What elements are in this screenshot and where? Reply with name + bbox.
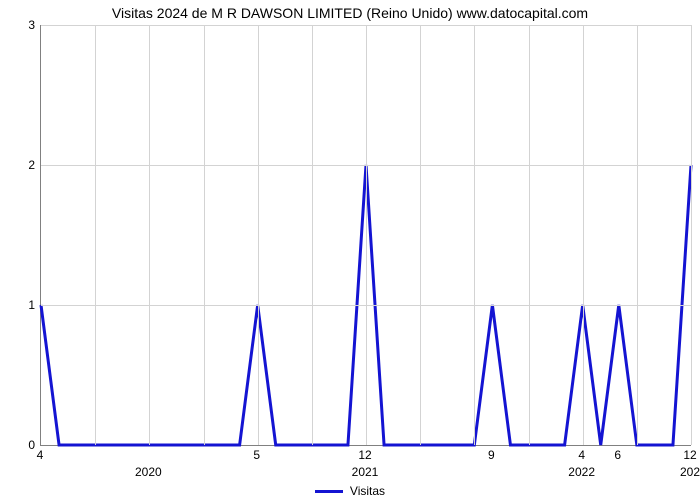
y-tick-label: 0 [5, 438, 35, 452]
x-tick-label: 12 [358, 448, 371, 462]
x-tick-label: 12 [683, 448, 696, 462]
legend-swatch [315, 490, 343, 493]
x-year-label: 2021 [352, 465, 379, 479]
x-tick-label: 4 [578, 448, 585, 462]
grid-line-v [474, 25, 475, 445]
x-year-label: 2020 [135, 465, 162, 479]
legend-label: Visitas [350, 484, 385, 498]
grid-line-v [204, 25, 205, 445]
legend: Visitas [0, 484, 700, 498]
grid-line-v [258, 25, 259, 445]
grid-line-v [637, 25, 638, 445]
x-tick-label: 5 [253, 448, 260, 462]
x-tick-label: 9 [488, 448, 495, 462]
x-year-label: 2022 [568, 465, 595, 479]
grid-line-v [691, 25, 692, 445]
y-tick-label: 1 [5, 298, 35, 312]
grid-line-v [312, 25, 313, 445]
y-tick-label: 3 [5, 18, 35, 32]
grid-line-v [366, 25, 367, 445]
x-year-label: 202 [680, 465, 700, 479]
y-tick-label: 2 [5, 158, 35, 172]
chart-container: Visitas 2024 de M R DAWSON LIMITED (Rein… [0, 0, 700, 500]
x-tick-label: 6 [614, 448, 621, 462]
x-tick-label: 4 [37, 448, 44, 462]
grid-line-v [583, 25, 584, 445]
grid-line-v [95, 25, 96, 445]
grid-line-v [529, 25, 530, 445]
grid-line-v [149, 25, 150, 445]
plot-area [40, 25, 691, 446]
grid-line-v [420, 25, 421, 445]
chart-title: Visitas 2024 de M R DAWSON LIMITED (Rein… [0, 5, 700, 21]
